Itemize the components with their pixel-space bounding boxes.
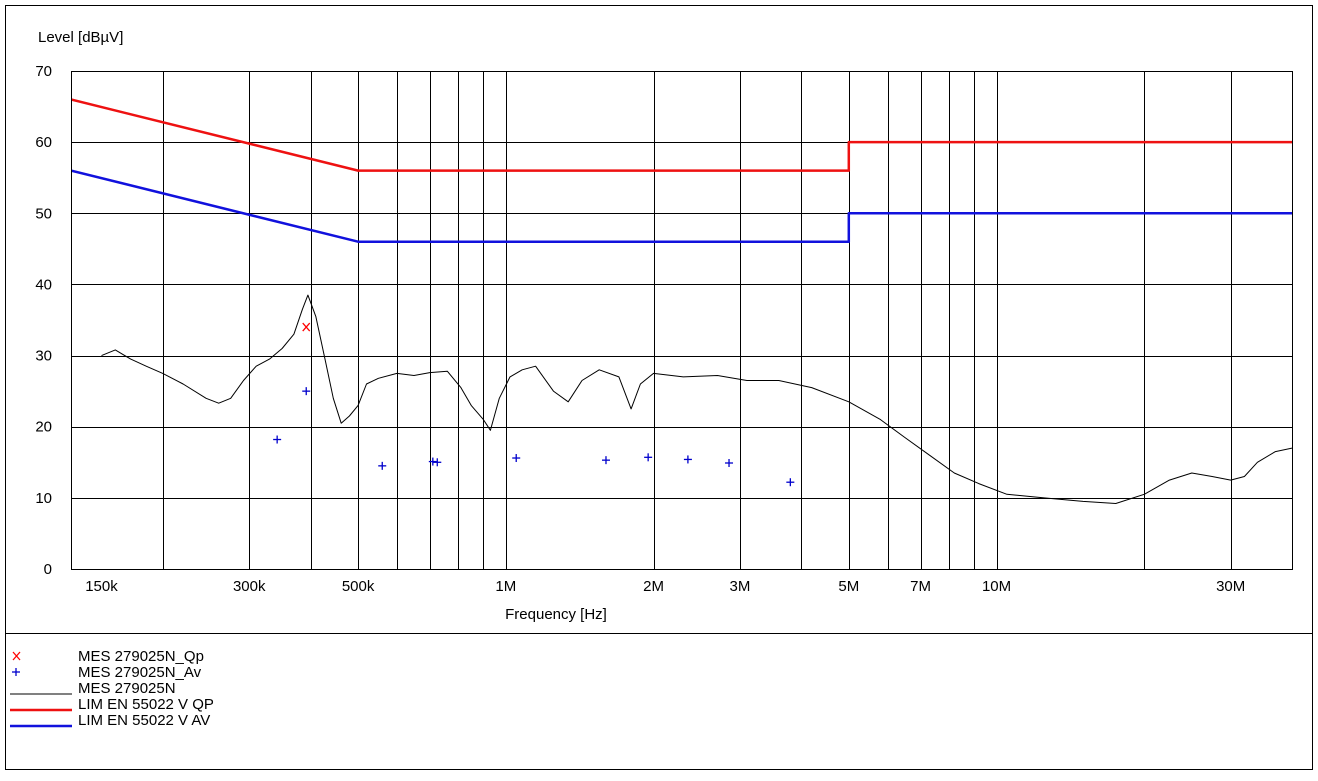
legend-label: MES 279025N_Av xyxy=(78,664,202,681)
legend-label: LIM EN 55022 V QP xyxy=(78,696,214,713)
legend-entry: LIM EN 55022 V QP xyxy=(10,696,214,713)
y-tick-label: 70 xyxy=(35,63,52,80)
y-tick-label: 50 xyxy=(35,205,52,222)
y-tick-label: 60 xyxy=(35,134,52,151)
x-tick-label: 300k xyxy=(233,578,266,595)
x-tick-label: 2M xyxy=(643,578,664,595)
y-tick-label: 30 xyxy=(35,348,52,365)
av-marker xyxy=(683,455,692,464)
x-tick-label: 3M xyxy=(730,578,751,595)
series-line xyxy=(71,169,1292,243)
y-tick-label: 0 xyxy=(44,561,52,578)
x-tick-label: 150k xyxy=(85,578,118,595)
legend-label: MES 279025N xyxy=(78,680,176,697)
x-tick-label: 5M xyxy=(838,578,859,595)
legend-entry: MES 279025N_Qp xyxy=(12,648,204,665)
legend-entry: MES 279025N xyxy=(10,680,176,697)
series-line xyxy=(71,98,1292,172)
x-tick-label: 30M xyxy=(1216,578,1245,595)
series xyxy=(71,98,1292,504)
series-line xyxy=(101,294,1292,504)
legend-entry: MES 279025N_Av xyxy=(12,664,202,681)
x-tick-label: 7M xyxy=(910,578,931,595)
av-marker xyxy=(644,453,653,462)
av-marker xyxy=(378,461,387,470)
x-tick-label: 1M xyxy=(495,578,516,595)
y-tick-label: 20 xyxy=(35,419,52,436)
av-marker xyxy=(512,454,521,463)
x-tick-label: 10M xyxy=(982,578,1011,595)
outer-border xyxy=(5,5,1313,770)
x-tick-labels: 150k 300k 500k 1M 2M 3M 5M 7M 10M 30M xyxy=(85,578,1245,595)
av-marker xyxy=(786,478,795,487)
y-tick-label: 40 xyxy=(35,276,52,293)
av-marker xyxy=(601,456,610,465)
av-marker xyxy=(725,458,734,467)
x-axis-label: Frequency [Hz] xyxy=(505,606,607,623)
legend-entry: LIM EN 55022 V AV xyxy=(10,712,210,729)
y-tick-label: 10 xyxy=(35,490,52,507)
y-tick-labels: 0 10 20 30 40 50 60 70 xyxy=(35,63,52,578)
legend-label: MES 279025N_Qp xyxy=(78,648,204,665)
av-marker xyxy=(302,387,311,396)
legend-symbol xyxy=(12,651,21,661)
plot-border xyxy=(71,71,1293,570)
av-marker xyxy=(428,457,437,466)
y-axis-label: Level [dBµV] xyxy=(38,29,123,46)
av-marker xyxy=(273,435,282,444)
qp-marker xyxy=(302,322,311,332)
av-marker xyxy=(433,458,442,467)
x-tick-label: 500k xyxy=(342,578,375,595)
legend-label: LIM EN 55022 V AV xyxy=(78,712,210,729)
